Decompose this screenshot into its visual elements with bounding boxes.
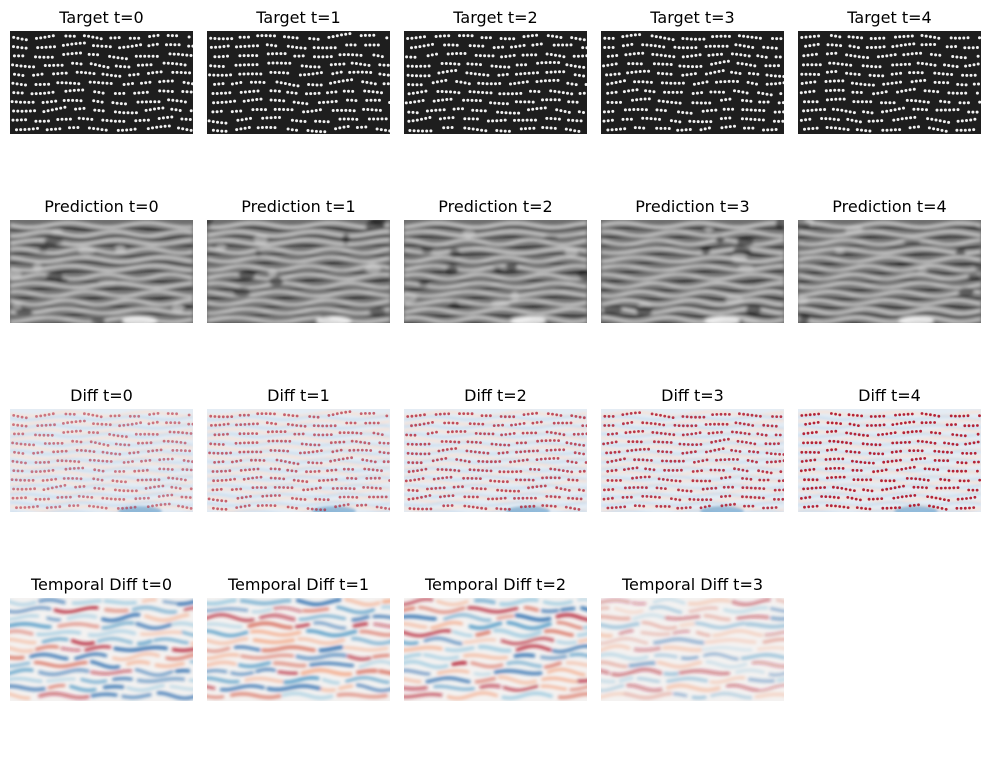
- diff-heatmap-t4: [798, 409, 981, 512]
- target-image-t2: [404, 31, 587, 134]
- diff-heatmap-t2: [404, 409, 587, 512]
- temporal-diff-title-t0: Temporal Diff t=0: [30, 575, 173, 594]
- temporal-diff-heatmap-t3: [601, 598, 784, 701]
- temporal-diff-title-t3: Temporal Diff t=3: [621, 575, 764, 594]
- prediction-heatmap-t2: [404, 220, 587, 323]
- target-image-t4: [798, 31, 981, 134]
- temporal-diff-heatmap-t0: [10, 598, 193, 701]
- target-title-t4: Target t=4: [847, 8, 932, 27]
- temporal-diff-image-t2: [404, 598, 587, 701]
- temporal-diff-heatmap-t2: [404, 598, 587, 701]
- prediction-title-t1: Prediction t=1: [241, 197, 356, 216]
- temporal-diff-title-t1: Temporal Diff t=1: [227, 575, 370, 594]
- target-heatmap-t3: [601, 31, 784, 134]
- prediction-title-t2: Prediction t=2: [438, 197, 553, 216]
- temporal-diff-heatmap-t1: [207, 598, 390, 701]
- target-heatmap-t0: [10, 31, 193, 134]
- diff-image-t3: [601, 409, 784, 512]
- diff-title-t0: Diff t=0: [70, 386, 133, 405]
- prediction-title-t0: Prediction t=0: [44, 197, 159, 216]
- prediction-image-t0: [10, 220, 193, 323]
- target-image-t1: [207, 31, 390, 134]
- diff-title-t2: Diff t=2: [464, 386, 527, 405]
- prediction-title-t4: Prediction t=4: [832, 197, 947, 216]
- temporal-diff-image-t3: [601, 598, 784, 701]
- diff-heatmap-t0: [10, 409, 193, 512]
- diff-image-t1: [207, 409, 390, 512]
- temporal-diff-title-t2: Temporal Diff t=2: [424, 575, 567, 594]
- temporal-diff-image-t0: [10, 598, 193, 701]
- prediction-title-t3: Prediction t=3: [635, 197, 750, 216]
- target-title-t0: Target t=0: [59, 8, 144, 27]
- target-title-t3: Target t=3: [650, 8, 735, 27]
- diff-image-t4: [798, 409, 981, 512]
- prediction-heatmap-t3: [601, 220, 784, 323]
- prediction-image-t3: [601, 220, 784, 323]
- diff-heatmap-t1: [207, 409, 390, 512]
- temporal-diff-image-t1: [207, 598, 390, 701]
- diff-title-t1: Diff t=1: [267, 386, 330, 405]
- prediction-image-t4: [798, 220, 981, 323]
- diff-heatmap-t3: [601, 409, 784, 512]
- diff-image-t0: [10, 409, 193, 512]
- target-title-t2: Target t=2: [453, 8, 538, 27]
- target-heatmap-t4: [798, 31, 981, 134]
- diff-image-t2: [404, 409, 587, 512]
- prediction-heatmap-t1: [207, 220, 390, 323]
- target-heatmap-t1: [207, 31, 390, 134]
- diff-title-t4: Diff t=4: [858, 386, 921, 405]
- diff-title-t3: Diff t=3: [661, 386, 724, 405]
- target-heatmap-t2: [404, 31, 587, 134]
- target-title-t1: Target t=1: [256, 8, 341, 27]
- prediction-image-t2: [404, 220, 587, 323]
- prediction-heatmap-t0: [10, 220, 193, 323]
- target-image-t0: [10, 31, 193, 134]
- target-image-t3: [601, 31, 784, 134]
- prediction-image-t1: [207, 220, 390, 323]
- prediction-heatmap-t4: [798, 220, 981, 323]
